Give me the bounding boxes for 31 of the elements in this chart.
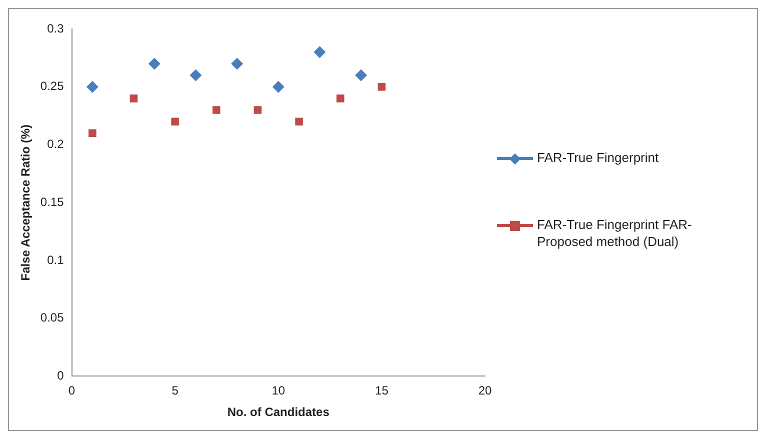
y-tick-label: 0.3 [47,21,64,36]
x-tick-label: 15 [375,384,389,398]
point [295,118,303,126]
x-tick-label: 5 [172,384,179,398]
legend-label: FAR-True Fingerprint FAR-Proposed method (Dual) [537,216,693,250]
y-tick-label: 0.05 [40,310,64,325]
point [272,80,284,93]
point [171,118,179,126]
x-tick-label: 10 [272,384,286,398]
x-tick-label: 20 [478,384,492,398]
point [231,58,244,70]
legend-label: FAR-True Fingerprint [537,149,659,166]
point [130,94,138,102]
y-axis-title: False Acceptance Ratio (%) [18,124,33,281]
point [314,46,326,58]
point [336,94,344,102]
point [212,106,220,114]
y-tick-label: 0 [57,368,64,383]
point [86,80,98,93]
y-tick-label: 0.25 [40,79,64,94]
x-tick-label: 0 [68,384,76,398]
x-axis-title: No. of Candidates [227,405,330,420]
point [378,82,386,91]
point [88,129,96,138]
y-tick-label: 0.2 [47,137,64,152]
point [254,106,262,114]
point [355,69,368,82]
y-tick-label: 0.15 [40,194,64,209]
point [190,69,202,82]
y-tick-label: 0.1 [47,252,64,267]
point [148,58,160,70]
